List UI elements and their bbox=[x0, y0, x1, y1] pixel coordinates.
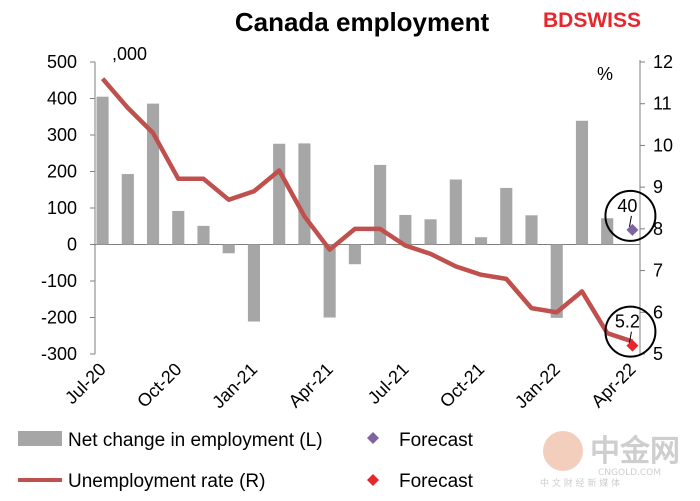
x-tick-label: Apr-22 bbox=[587, 359, 639, 411]
logo-text-bd: BD bbox=[543, 9, 573, 32]
employment-bar bbox=[424, 219, 437, 245]
employment-bar bbox=[500, 187, 513, 245]
left-tick-label: 100 bbox=[47, 198, 77, 218]
svg-text:BDSWISS: BDSWISS bbox=[543, 9, 641, 32]
left-tick-label: 300 bbox=[47, 125, 77, 145]
employment-bar bbox=[550, 244, 563, 318]
x-tick-label: Jul-21 bbox=[364, 359, 413, 408]
x-tick-label: Oct-21 bbox=[436, 359, 488, 411]
employment-bar bbox=[399, 214, 412, 245]
watermark-url: CNGOLD.COM bbox=[598, 468, 661, 478]
watermark-subtitle: 中 文 财 经 新 媒 体 bbox=[540, 477, 620, 489]
x-tick-label: Jan-21 bbox=[208, 359, 261, 412]
right-tick-label: 5 bbox=[653, 344, 663, 364]
forecast-markers: 405.2 bbox=[604, 189, 657, 358]
left-tick-label: -300 bbox=[41, 344, 77, 364]
forecast-leader-line bbox=[628, 215, 632, 227]
forecast-value-label: 40 bbox=[617, 196, 637, 216]
employment-bar bbox=[273, 143, 286, 245]
chart-title: Canada employment bbox=[235, 7, 490, 37]
x-tick-label: Apr-21 bbox=[285, 359, 337, 411]
legend-bar-label: Net change in employment (L) bbox=[68, 430, 323, 451]
x-tick-label: Oct-20 bbox=[133, 359, 185, 411]
left-axis-ticks: -300 -200 -100 0 100 200 300 400 500 bbox=[41, 52, 95, 364]
employment-bar bbox=[222, 244, 235, 254]
left-tick-label: 200 bbox=[47, 162, 77, 182]
legend-bar-swatch bbox=[18, 431, 62, 446]
left-unit-label: ,000 bbox=[112, 44, 147, 64]
legend-rate-forecast-label: Forecast bbox=[399, 471, 474, 492]
employment-bar bbox=[474, 237, 488, 245]
employment-bar bbox=[197, 225, 210, 245]
left-tick-label: 400 bbox=[47, 89, 77, 109]
forecast-value-label: 5.2 bbox=[615, 312, 640, 332]
left-tick-label: -100 bbox=[41, 271, 77, 291]
right-tick-label: 8 bbox=[653, 219, 663, 239]
legend-employment-forecast-diamond bbox=[367, 432, 379, 444]
forecast-leader-line bbox=[628, 331, 632, 343]
right-tick-label: 10 bbox=[653, 135, 673, 155]
watermark-main-text: 中金网 bbox=[590, 434, 680, 469]
forecast-highlight-circle bbox=[604, 305, 657, 358]
employment-bar bbox=[96, 96, 109, 245]
employment-bar bbox=[146, 103, 160, 245]
employment-bars bbox=[96, 96, 614, 322]
employment-bar bbox=[348, 244, 361, 265]
x-axis-ticks: Jul-20 Oct-20 Jan-21 Apr-21 Jul-21 Oct-21 Jan-… bbox=[61, 359, 640, 412]
employment-bar bbox=[575, 120, 589, 245]
employment-bar bbox=[172, 210, 185, 245]
legend-rate-forecast-diamond bbox=[367, 474, 379, 486]
x-tick-label: Jan-22 bbox=[511, 359, 564, 412]
left-tick-label: 0 bbox=[67, 235, 77, 255]
employment-bar bbox=[121, 174, 134, 245]
left-tick-label: -200 bbox=[41, 308, 77, 328]
right-unit-label: % bbox=[597, 64, 613, 84]
rate-forecast-diamond bbox=[626, 339, 639, 352]
cngold-watermark: 中金网 CNGOLD.COM 中 文 财 经 新 媒 体 bbox=[540, 431, 680, 489]
unemployment-line bbox=[100, 77, 634, 344]
employment-bar bbox=[449, 179, 462, 245]
legend-employment-forecast-label: Forecast bbox=[399, 430, 474, 451]
right-tick-label: 11 bbox=[653, 94, 672, 114]
legend: Net change in employment (L) Forecast Un… bbox=[18, 430, 474, 492]
employment-bar bbox=[247, 244, 261, 322]
unemployment-rate-line bbox=[100, 77, 634, 344]
right-axis-ticks: 5 6 7 8 9 10 11 12 bbox=[640, 52, 673, 364]
employment-bar bbox=[323, 244, 336, 318]
logo-text-swiss: SWISS bbox=[573, 9, 641, 32]
employment-forecast-diamond bbox=[626, 223, 639, 236]
right-tick-label: 9 bbox=[653, 177, 663, 197]
employment-bar bbox=[298, 143, 311, 245]
bdswiss-logo: BDSWISS bbox=[543, 9, 641, 32]
right-tick-label: 7 bbox=[653, 261, 663, 281]
right-tick-label: 6 bbox=[653, 302, 663, 322]
left-tick-label: 500 bbox=[47, 52, 77, 72]
x-tick-label: Jul-20 bbox=[61, 359, 110, 408]
employment-bar bbox=[374, 164, 387, 245]
employment-bar bbox=[525, 215, 538, 245]
employment-bar bbox=[601, 218, 614, 245]
legend-line-label: Unemployment rate (R) bbox=[68, 471, 265, 492]
right-tick-label: 12 bbox=[653, 52, 673, 72]
watermark-emblem bbox=[543, 431, 583, 471]
forecast-highlight-circle bbox=[604, 189, 657, 242]
